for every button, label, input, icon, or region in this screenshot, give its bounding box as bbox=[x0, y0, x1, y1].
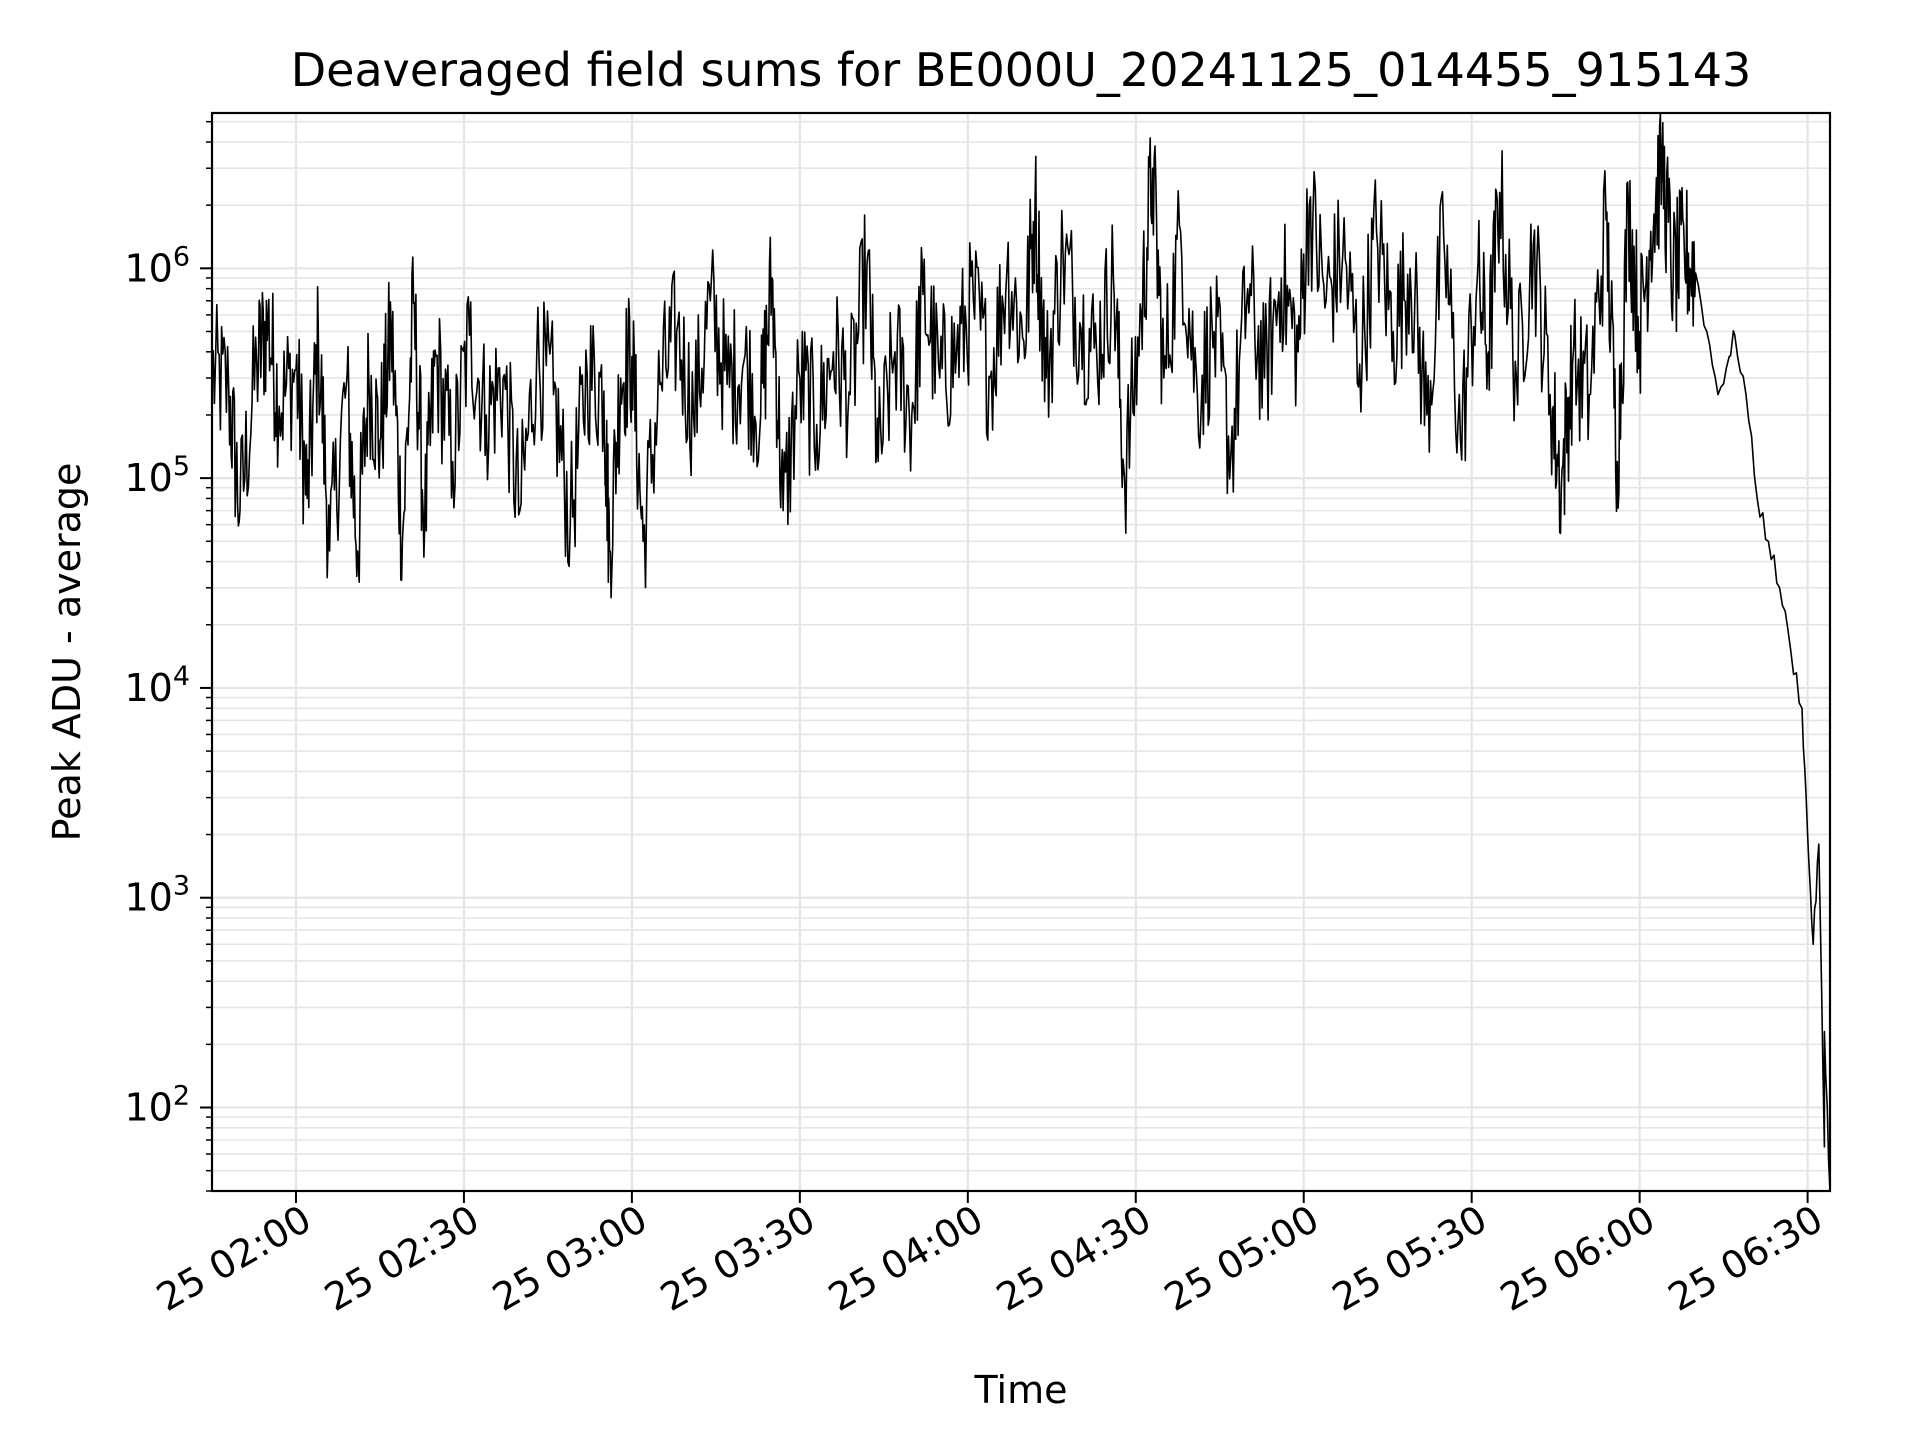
y-tick-label: 103 bbox=[124, 871, 190, 920]
y-tick-label: 102 bbox=[124, 1081, 190, 1130]
series-line bbox=[211, 112, 1831, 1192]
series-layer bbox=[211, 112, 1831, 1192]
chart-title: Deaveraged field sums for BE000U_2024112… bbox=[291, 43, 1752, 97]
grid-lines bbox=[212, 113, 1830, 1192]
y-tick-label: 105 bbox=[124, 451, 190, 500]
y-axis-label: Peak ADU - average bbox=[45, 463, 89, 842]
y-tick-label: 106 bbox=[124, 241, 190, 290]
x-axis-label: Time bbox=[974, 1368, 1068, 1412]
y-tick-label: 104 bbox=[124, 661, 190, 710]
plot-frame bbox=[210, 111, 1832, 1193]
